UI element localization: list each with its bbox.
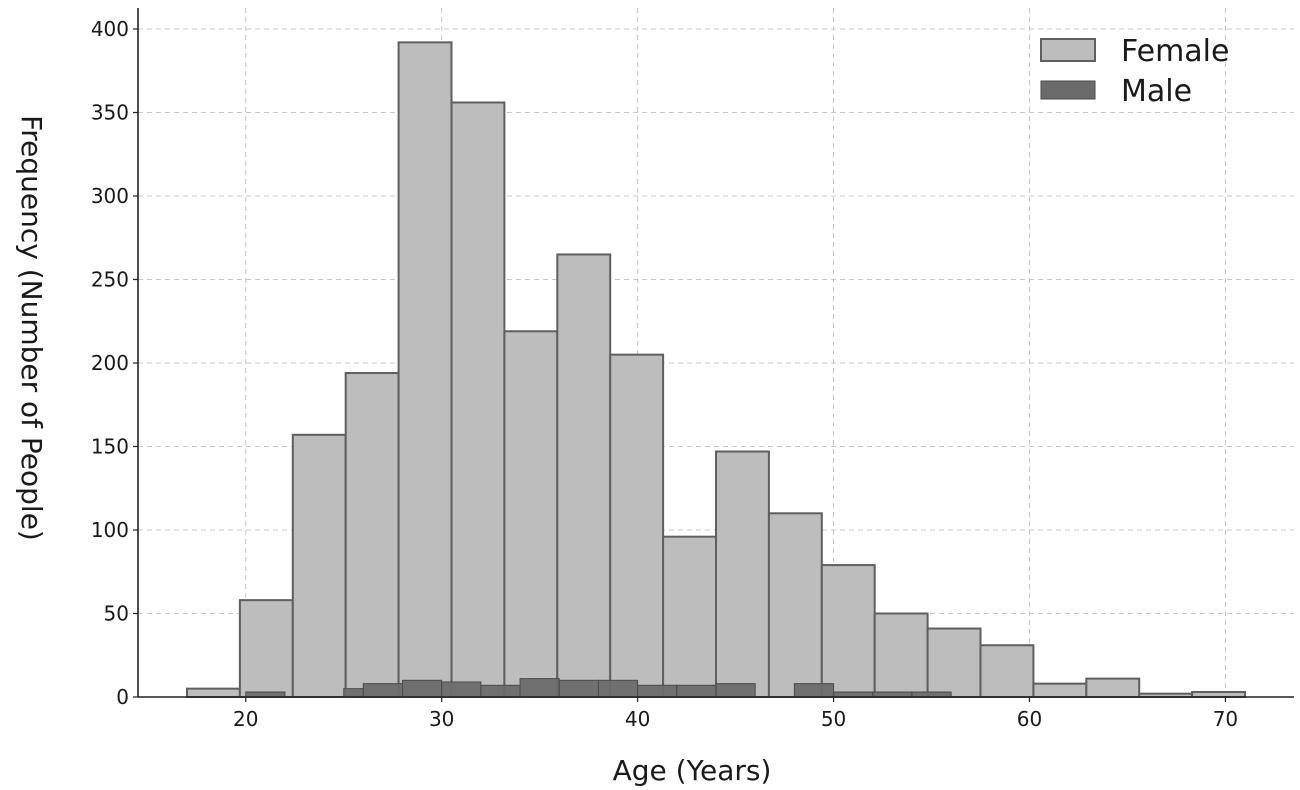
male-bar-8	[597, 679, 639, 698]
female-bar-17	[1085, 677, 1141, 699]
y-tick-label-100: 100	[91, 518, 129, 542]
x-tick-label-40: 40	[625, 707, 650, 731]
y-tick-label-300: 300	[91, 184, 129, 208]
legend-swatch-female	[1040, 38, 1096, 62]
y-axis-title: Frequency (Number of People)	[15, 115, 48, 541]
male-bars	[245, 678, 952, 698]
female-bar-15	[979, 644, 1035, 698]
female-bar-3	[344, 372, 400, 698]
male-bar-6	[519, 678, 560, 698]
x-tick-labels: 20 30 40 50 60 70	[233, 697, 1238, 731]
female-bar-7	[556, 253, 612, 698]
legend-swatch-male	[1040, 80, 1096, 100]
x-tick-label-20: 20	[233, 707, 258, 731]
x-tick-label-30: 30	[429, 707, 454, 731]
male-bar-12	[793, 683, 835, 698]
female-bar-1	[238, 599, 294, 699]
female-bar-4	[397, 41, 453, 699]
male-bar-5	[480, 684, 521, 698]
female-bar-10	[715, 450, 770, 699]
y-tick-label-250: 250	[91, 268, 129, 292]
y-tick-label-200: 200	[91, 351, 129, 375]
y-tick-label-50: 50	[104, 602, 129, 626]
female-bar-12	[820, 564, 876, 698]
female-bar-16	[1032, 682, 1088, 699]
male-bar-4	[441, 681, 482, 698]
male-bar-9	[637, 684, 678, 698]
y-tick-label-350: 350	[91, 101, 129, 125]
y-tick-label-150: 150	[91, 435, 129, 459]
male-bar-2	[362, 683, 404, 698]
female-bar-14	[926, 627, 982, 699]
female-bar-6	[503, 330, 559, 698]
female-bar-13	[873, 612, 929, 698]
y-tick-label-0: 0	[116, 685, 129, 709]
legend-label-female: Female	[1121, 34, 1229, 69]
female-bar-11	[767, 512, 823, 698]
legend-label-male: Male	[1121, 74, 1192, 109]
legend: Female Male	[1040, 34, 1229, 109]
x-tick-label-70: 70	[1213, 707, 1238, 731]
female-bar-5	[450, 101, 506, 699]
female-bars	[185, 41, 1247, 699]
male-bar-11	[715, 683, 756, 698]
female-bar-8	[609, 353, 665, 698]
x-tick-label-60: 60	[1017, 707, 1042, 731]
male-bar-10	[676, 684, 717, 698]
y-tick-labels: 0 50 100 150 200 250 300 350 400	[91, 17, 138, 709]
x-axis-title: Age (Years)	[613, 754, 772, 787]
y-tick-label-400: 400	[91, 17, 129, 41]
x-tick-label-50: 50	[821, 707, 846, 731]
male-bar-3	[402, 679, 443, 698]
female-bar-0	[185, 687, 241, 699]
male-bar-1	[343, 688, 364, 698]
female-bar-9	[662, 535, 718, 698]
male-bar-7	[558, 679, 599, 698]
female-bar-2	[291, 433, 347, 698]
axes	[137, 8, 1294, 698]
